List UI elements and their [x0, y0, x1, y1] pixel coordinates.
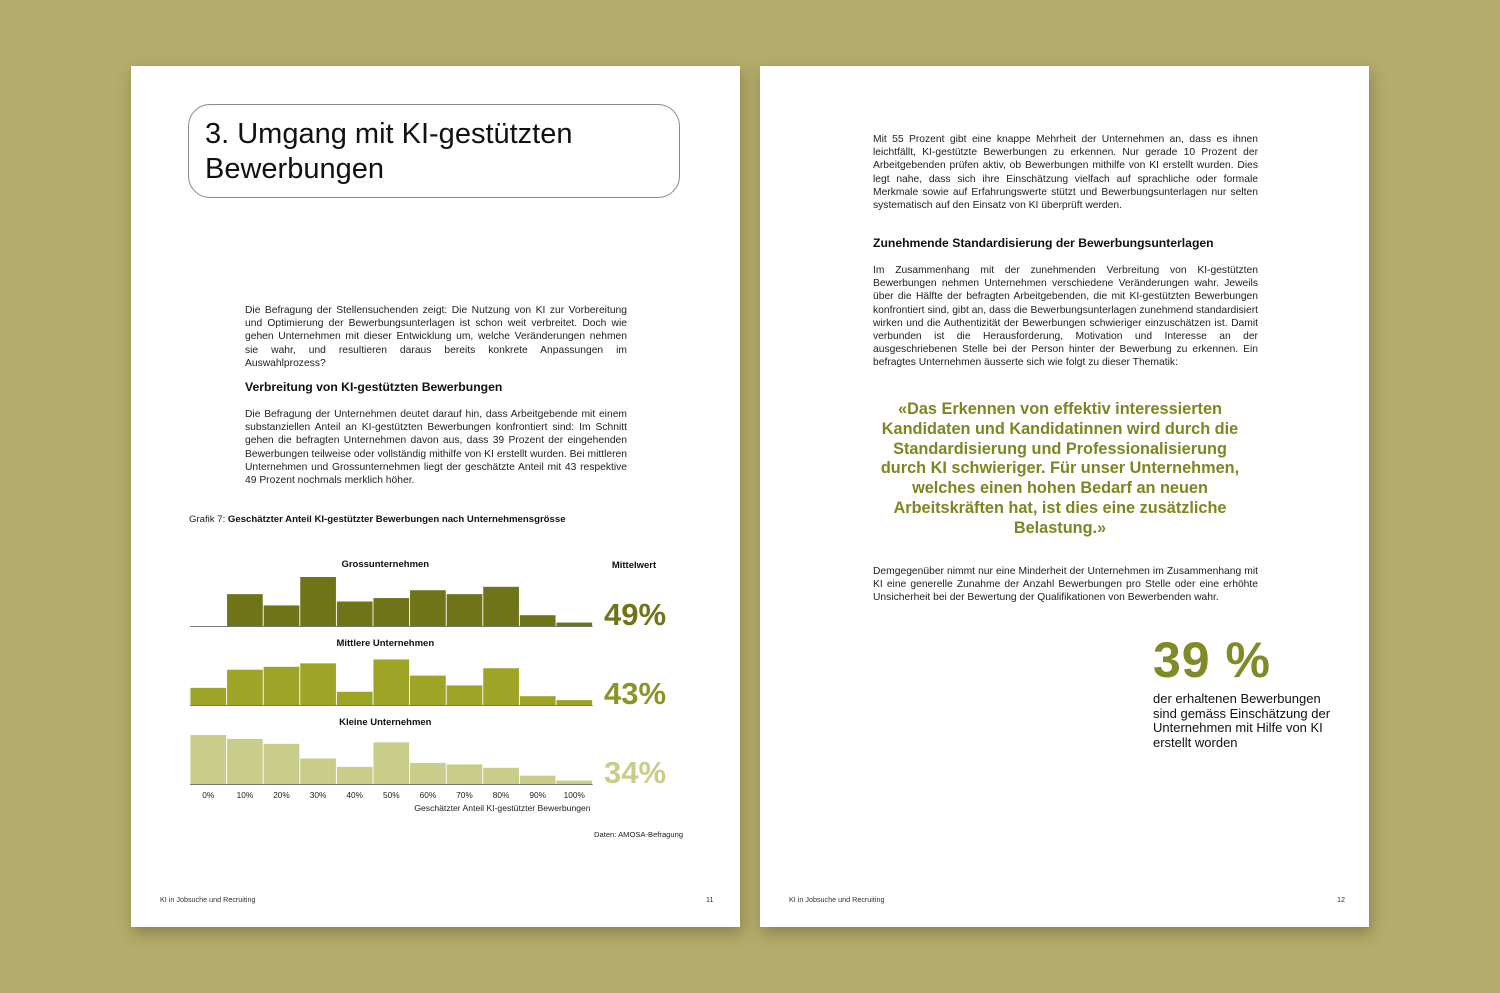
x-tick-label: 60% [420, 790, 437, 800]
x-tick-label: 40% [346, 790, 363, 800]
x-tick-label: 100% [564, 790, 586, 800]
series-title: Grossunternehmen [341, 559, 429, 570]
bar [410, 590, 446, 626]
bar [227, 669, 263, 705]
bar [336, 601, 373, 626]
bar [519, 775, 556, 784]
bar [446, 685, 483, 705]
bar [300, 577, 336, 626]
x-tick-label: 90% [529, 790, 546, 800]
bar [410, 762, 446, 784]
paragraph-2: Im Zusammenhang mit der zunehmenden Verb… [873, 265, 1258, 369]
bar [556, 622, 593, 626]
bar [446, 594, 483, 626]
big-stat-value: 39 % [1153, 632, 1271, 688]
page-right: Mit 55 Prozent gibt eine knappe Mehrheit… [760, 66, 1369, 927]
big-stat-description: der erhaltenen Bewerbungen sind gemäss E… [1153, 691, 1331, 750]
bar [446, 764, 483, 784]
series-title: Mittlere Unternehmen [336, 638, 434, 649]
bar [373, 742, 410, 784]
bar [519, 696, 556, 705]
paragraph-3: Demgegenüber nimmt nur eine Minderheit d… [873, 566, 1258, 604]
x-tick-label: 30% [310, 790, 327, 800]
bar [556, 780, 593, 784]
bar [373, 659, 410, 705]
paragraph-1: Mit 55 Prozent gibt eine knappe Mehrheit… [873, 134, 1258, 212]
chapter-title-box: 3. Umgang mit KI-gestützten Bewerbungen [188, 104, 680, 198]
x-tick-label: 0% [202, 790, 215, 800]
bar [556, 700, 593, 705]
bar [300, 663, 336, 705]
x-axis-label: Geschätzter Anteil KI-gestützter Bewerbu… [414, 803, 590, 813]
bar [263, 666, 300, 705]
bar [519, 615, 556, 626]
page-left: 3. Umgang mit KI-gestützten Bewerbungen … [131, 66, 740, 927]
x-tick-label: 10% [237, 790, 254, 800]
intro-paragraph: Die Befragung der Stellensuchenden zeigt… [245, 305, 627, 369]
mean-value: 49% [604, 597, 666, 632]
chapter-title: 3. Umgang mit KI-gestützten Bewerbungen [205, 118, 573, 185]
bar [190, 735, 227, 784]
figure-prefix: Grafik 7: [189, 514, 228, 525]
bar [190, 687, 227, 705]
figure-caption: Grafik 7: Geschätzter Anteil KI-gestützt… [189, 514, 566, 525]
bar [483, 767, 519, 784]
figure-title: Geschätzter Anteil KI-gestützter Bewerbu… [227, 514, 566, 525]
subsection-heading: Zunehmende Standardisierung der Bewerbun… [873, 236, 1214, 250]
x-tick-label: 50% [383, 790, 400, 800]
bar [300, 758, 336, 784]
bar [336, 766, 373, 784]
distribution-chart: Mittelwert Grossunternehmen 49% Mittlere Un… [190, 559, 666, 813]
bar [483, 668, 519, 705]
x-tick-label: 20% [273, 790, 290, 800]
bar [263, 605, 300, 626]
bar [410, 675, 446, 705]
page-number: 11 [706, 895, 714, 904]
section-heading: Verbreitung von KI-gestützten Bewerbunge… [245, 380, 503, 394]
bar [483, 586, 519, 626]
mean-value: 43% [604, 676, 666, 711]
series-title: Kleine Unternehmen [339, 717, 432, 728]
page-number: 12 [1337, 895, 1345, 904]
x-tick-label: 70% [456, 790, 473, 800]
pull-quote: «Das Erkennen von effektiv interessierte… [880, 400, 1240, 537]
x-tick-label: 80% [493, 790, 510, 800]
footer-title: KI in Jobsuche und Recruiting [789, 895, 885, 904]
bar [227, 738, 263, 784]
footer-title: KI in Jobsuche und Recruiting [160, 895, 256, 904]
section-paragraph: Die Befragung der Unternehmen deutet dar… [245, 409, 627, 487]
bar [227, 594, 263, 626]
bar [336, 691, 373, 705]
mean-value: 34% [604, 755, 666, 790]
data-source: Daten: AMOSA-Befragung [594, 830, 684, 839]
bar [263, 743, 300, 784]
bar [373, 598, 410, 626]
mean-header: Mittelwert [612, 560, 657, 571]
